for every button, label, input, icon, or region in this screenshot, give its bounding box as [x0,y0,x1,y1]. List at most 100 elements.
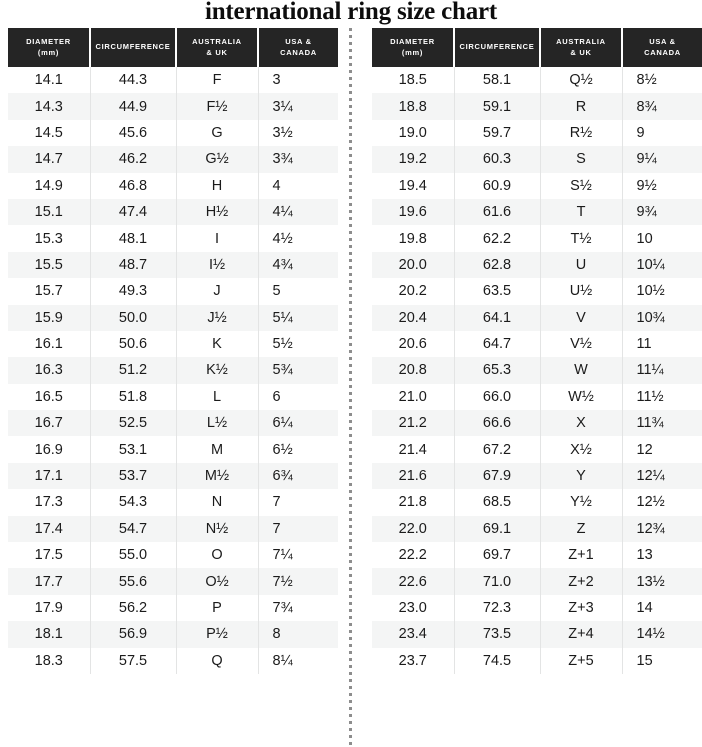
cell-usa-canada: 8¾ [636,98,657,115]
cell-circumference: 44.3 [90,67,177,94]
cell-circumference: 66.6 [454,410,541,437]
column-header-usa-canada: USA & CANADA [622,28,702,67]
cell-australia-uk: J½ [176,304,259,331]
table-row: 23.7 74.5 Z+5 15 [372,647,702,674]
column-header-diameter-line1: DIAMETER [390,36,435,46]
size-table: DIAMETER (mm) CIRCUMFERENCE AUSTRALIA & … [8,28,338,674]
table-row: 23.4 73.5 Z+4 14½ [372,621,702,648]
cell-usa-canada: 3¾ [272,151,293,168]
cell-circumference: 65.3 [454,357,541,384]
cell-australia-uk: F [176,67,259,94]
table-body-right: 18.5 58.1 Q½ 8½ 18.8 59.1 R 8¾ 19.0 59.7 R½ 9 19.2 60… [372,67,702,674]
cell-australia-uk: Y½ [540,489,623,516]
cell-circumference: 52.5 [90,410,177,437]
cell-usa-canada: 4½ [272,230,293,247]
cell-diameter: 23.7 [372,647,455,674]
cell-australia-uk: G½ [176,146,259,173]
cell-diameter: 15.7 [8,278,91,305]
cell-diameter: 17.9 [8,594,91,622]
cell-australia-uk: U [540,251,623,279]
cell-australia-uk: G [176,119,259,147]
table-header: DIAMETER (mm) CIRCUMFERENCE AUSTRALIA & … [372,28,702,67]
cell-circumference: 48.1 [90,225,177,252]
cell-diameter: 23.0 [372,594,455,622]
cell-australia-uk: X [540,410,623,437]
size-table: DIAMETER (mm) CIRCUMFERENCE AUSTRALIA & … [372,28,702,674]
cell-circumference: 54.7 [90,515,177,543]
cell-diameter: 19.2 [372,146,455,173]
dotted-divider [346,28,355,747]
cell-diameter: 20.2 [372,278,455,305]
cell-usa-canada: 9 [636,124,645,141]
cell-diameter: 20.8 [372,357,455,384]
cell-circumference: 49.3 [90,278,177,305]
table-row: 19.0 59.7 R½ 9 [372,119,702,147]
table-row: 17.3 54.3 N 7 [8,489,338,516]
table-row: 16.3 51.2 K½ 5¾ [8,357,338,384]
table-row: 18.8 59.1 R 8¾ [372,93,702,120]
cell-usa-canada: 5 [272,283,281,300]
cell-australia-uk: W½ [540,383,623,411]
cell-diameter: 14.3 [8,93,91,120]
cell-usa-canada: 15 [636,652,653,669]
cell-diameter: 17.5 [8,542,91,569]
table-row: 22.2 69.7 Z+1 13 [372,542,702,569]
cell-australia-uk: P [176,594,259,622]
cell-australia-uk: T [540,198,623,226]
cell-usa-canada: 7 [272,494,281,511]
table-row: 14.1 44.3 F 3 [8,67,338,94]
cell-circumference: 68.5 [454,489,541,516]
cell-usa-canada: 10 [636,230,653,247]
cell-circumference: 60.3 [454,146,541,173]
cell-diameter: 16.1 [8,330,91,358]
cell-australia-uk: R [540,93,623,120]
cell-australia-uk: P½ [176,621,259,648]
cell-usa-canada: 10½ [636,283,665,300]
column-header-circumference: CIRCUMFERENCE [454,28,541,67]
cell-australia-uk: Z+3 [540,594,623,622]
cell-diameter: 18.1 [8,621,91,648]
cell-usa-canada: 12 [636,441,653,458]
cell-australia-uk: M [176,436,259,463]
table-row: 21.6 67.9 Y 12¼ [372,462,702,490]
cell-diameter: 21.8 [372,489,455,516]
cell-diameter: 17.4 [8,515,91,543]
cell-usa-canada: 11 [636,336,652,353]
cell-australia-uk: Y [540,462,623,490]
cell-australia-uk: U½ [540,278,623,305]
cell-diameter: 14.7 [8,146,91,173]
cell-usa-canada: 5¾ [272,362,293,379]
table-row: 19.2 60.3 S 9¼ [372,146,702,173]
cell-usa-canada: 13½ [636,573,665,590]
cell-diameter: 14.1 [8,67,91,94]
cell-circumference: 56.9 [90,621,177,648]
table-row: 14.9 46.8 H 4 [8,172,338,199]
cell-diameter: 14.5 [8,119,91,147]
header-row: DIAMETER (mm) CIRCUMFERENCE AUSTRALIA & … [372,28,702,67]
cell-diameter: 14.9 [8,172,91,199]
table-row: 22.6 71.0 Z+2 13½ [372,568,702,595]
cell-circumference: 74.5 [454,647,541,674]
cell-circumference: 64.1 [454,304,541,331]
column-header-diameter-line2: (mm) [37,47,60,57]
cell-usa-canada: 11¾ [636,415,664,432]
table-row: 15.7 49.3 J 5 [8,278,338,305]
cell-usa-canada: 12¾ [636,520,665,537]
cell-australia-uk: S½ [540,172,623,199]
cell-usa-canada: 4 [272,177,281,194]
cell-circumference: 51.8 [90,383,177,411]
cell-circumference: 60.9 [454,172,541,199]
table-row: 17.1 53.7 M½ 6¾ [8,462,338,490]
cell-circumference: 46.2 [90,146,177,173]
cell-usa-canada: 10¼ [636,256,665,273]
cell-australia-uk: I½ [176,251,259,279]
cell-diameter: 15.3 [8,225,91,252]
cell-australia-uk: T½ [540,225,623,252]
cell-circumference: 73.5 [454,621,541,648]
cell-australia-uk: Q [176,647,259,674]
cell-diameter: 20.0 [372,251,455,279]
column-header-usa-canada-line1: USA & [285,36,312,46]
cell-diameter: 16.9 [8,436,91,463]
table-row: 18.5 58.1 Q½ 8½ [372,67,702,94]
cell-australia-uk: R½ [540,119,623,147]
